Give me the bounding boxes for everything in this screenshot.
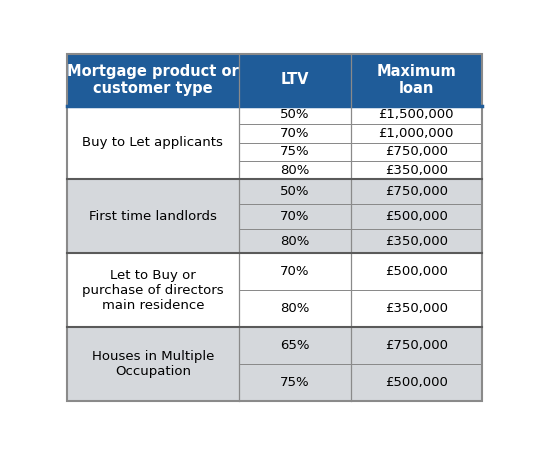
Bar bbox=[351, 179, 482, 204]
Text: Maximum
loan: Maximum loan bbox=[376, 64, 456, 96]
Text: £500,000: £500,000 bbox=[385, 210, 448, 223]
Bar bbox=[239, 179, 351, 204]
Bar bbox=[239, 161, 351, 179]
Bar bbox=[67, 106, 239, 179]
Bar bbox=[351, 204, 482, 229]
Text: £1,500,000: £1,500,000 bbox=[378, 108, 454, 121]
Bar bbox=[351, 161, 482, 179]
Bar bbox=[239, 253, 351, 290]
Bar bbox=[351, 290, 482, 327]
Text: £750,000: £750,000 bbox=[385, 145, 448, 158]
Bar bbox=[351, 106, 482, 124]
Text: £750,000: £750,000 bbox=[385, 340, 448, 352]
Text: £350,000: £350,000 bbox=[385, 235, 448, 248]
Bar bbox=[239, 124, 351, 143]
Text: £350,000: £350,000 bbox=[385, 164, 448, 177]
Text: 80%: 80% bbox=[280, 164, 310, 177]
Text: Mortgage product or
customer type: Mortgage product or customer type bbox=[67, 64, 239, 96]
Bar bbox=[239, 204, 351, 229]
Bar bbox=[239, 54, 351, 106]
Text: 80%: 80% bbox=[280, 303, 310, 315]
Bar bbox=[351, 54, 482, 106]
Text: Let to Buy or
purchase of directors
main residence: Let to Buy or purchase of directors main… bbox=[82, 269, 224, 312]
Bar bbox=[239, 229, 351, 253]
Text: 75%: 75% bbox=[280, 377, 310, 389]
Bar bbox=[351, 364, 482, 401]
Text: 70%: 70% bbox=[280, 127, 310, 140]
Text: £750,000: £750,000 bbox=[385, 185, 448, 198]
Text: Houses in Multiple
Occupation: Houses in Multiple Occupation bbox=[91, 350, 214, 378]
Bar bbox=[67, 327, 239, 401]
Text: 65%: 65% bbox=[280, 340, 310, 352]
Bar bbox=[67, 54, 239, 106]
Text: £500,000: £500,000 bbox=[385, 266, 448, 278]
Text: 70%: 70% bbox=[280, 210, 310, 223]
Text: 50%: 50% bbox=[280, 108, 310, 121]
Bar bbox=[67, 253, 239, 327]
Text: £350,000: £350,000 bbox=[385, 303, 448, 315]
Bar bbox=[351, 253, 482, 290]
Bar bbox=[351, 143, 482, 161]
Text: 80%: 80% bbox=[280, 235, 310, 248]
Text: 50%: 50% bbox=[280, 185, 310, 198]
Bar bbox=[239, 364, 351, 401]
Text: £1,000,000: £1,000,000 bbox=[378, 127, 454, 140]
Text: Buy to Let applicants: Buy to Let applicants bbox=[82, 136, 223, 149]
Bar bbox=[351, 327, 482, 364]
Bar bbox=[351, 229, 482, 253]
Text: LTV: LTV bbox=[281, 72, 309, 87]
Bar bbox=[239, 327, 351, 364]
Text: £500,000: £500,000 bbox=[385, 377, 448, 389]
Text: 75%: 75% bbox=[280, 145, 310, 158]
Bar bbox=[239, 106, 351, 124]
Bar bbox=[351, 124, 482, 143]
Bar bbox=[67, 179, 239, 253]
Text: 70%: 70% bbox=[280, 266, 310, 278]
Text: First time landlords: First time landlords bbox=[89, 210, 217, 223]
Bar bbox=[239, 143, 351, 161]
Bar bbox=[239, 290, 351, 327]
